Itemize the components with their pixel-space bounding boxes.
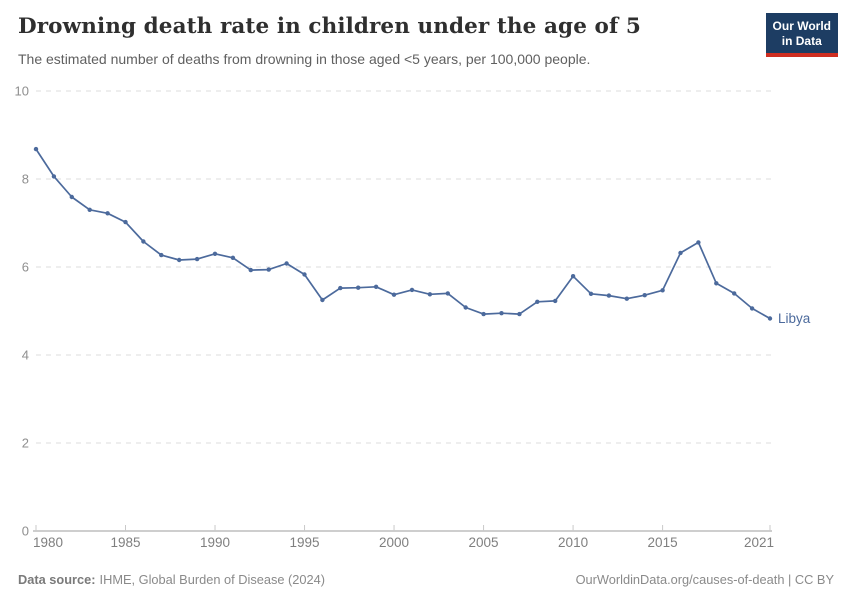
data-point[interactable] (570, 274, 576, 279)
owid-logo[interactable]: Our World in Data (765, 13, 838, 57)
data-point[interactable] (373, 284, 379, 289)
data-point[interactable] (33, 146, 39, 152)
data-point[interactable] (69, 194, 75, 200)
data-point[interactable] (606, 293, 612, 298)
data-point[interactable] (51, 174, 57, 179)
data-point[interactable] (463, 305, 468, 310)
data-point[interactable] (356, 285, 361, 290)
y-tick-label: 2 (22, 436, 29, 451)
x-tick-label: 2021 (744, 535, 774, 550)
chart-subtitle: The estimated number of deaths from drow… (18, 51, 591, 67)
data-source-note: Data source: IHME, Global Burden of Disea… (18, 572, 325, 587)
data-point[interactable] (230, 255, 236, 260)
series-label[interactable]: Libya (778, 311, 811, 326)
data-point[interactable] (105, 211, 110, 216)
y-tick-label: 4 (22, 348, 29, 363)
x-tick-label: 2015 (648, 535, 678, 550)
data-point[interactable] (177, 257, 182, 263)
data-source-label: Data source: (18, 572, 96, 587)
credit-license: | CC BY (784, 572, 834, 587)
data-point[interactable] (445, 291, 450, 296)
data-point[interactable] (481, 311, 486, 317)
data-point[interactable] (749, 306, 755, 311)
data-point[interactable] (159, 252, 164, 258)
x-tick-label: 2010 (558, 535, 588, 550)
data-point[interactable] (624, 296, 629, 301)
data-point[interactable] (499, 311, 504, 316)
owid-logo-line1: Our World (772, 19, 831, 33)
data-point[interactable] (338, 285, 343, 291)
data-point[interactable] (642, 293, 647, 298)
data-point[interactable] (660, 288, 665, 293)
data-point[interactable] (87, 207, 92, 212)
x-tick-label: 2000 (379, 535, 409, 550)
data-point[interactable] (767, 316, 773, 321)
data-point[interactable] (535, 299, 540, 304)
data-point[interactable] (266, 267, 271, 272)
page-title: Drowning death rate in children under th… (18, 14, 641, 39)
chart-footer: Data source: IHME, Global Burden of Disea… (18, 572, 834, 587)
credit-link[interactable]: OurWorldinData.org/causes-of-death (575, 572, 785, 587)
data-point[interactable] (714, 281, 719, 286)
data-point[interactable] (553, 298, 558, 304)
data-point[interactable] (141, 239, 146, 244)
data-point[interactable] (391, 292, 397, 297)
credit-note: OurWorldinData.org/causes-of-death | CC … (576, 572, 834, 587)
data-point[interactable] (194, 256, 200, 262)
x-tick-label: 1985 (110, 535, 140, 550)
data-point[interactable] (123, 219, 128, 225)
data-point[interactable] (732, 291, 737, 296)
data-point[interactable] (302, 272, 307, 277)
owid-logo-line2: in Data (781, 34, 822, 48)
data-point[interactable] (248, 267, 253, 273)
data-point[interactable] (517, 311, 522, 317)
y-tick-label: 0 (22, 524, 29, 539)
x-tick-label: 1995 (290, 535, 320, 550)
data-point[interactable] (427, 292, 433, 297)
x-tick-label: 2005 (469, 535, 499, 550)
data-point[interactable] (588, 291, 594, 296)
y-tick-label: 10 (15, 84, 29, 99)
data-point[interactable] (284, 261, 289, 266)
x-tick-label: 1980 (33, 535, 63, 550)
y-tick-label: 8 (22, 172, 29, 187)
data-point[interactable] (696, 240, 701, 245)
data-point[interactable] (320, 297, 325, 303)
x-tick-label: 1990 (200, 535, 230, 550)
chart-line[interactable] (35, 148, 771, 320)
y-tick-label: 6 (22, 260, 29, 275)
data-point[interactable] (212, 251, 218, 256)
data-point[interactable] (409, 287, 415, 293)
data-point[interactable] (678, 250, 683, 256)
data-source-text: IHME, Global Burden of Disease (2024) (99, 572, 326, 587)
